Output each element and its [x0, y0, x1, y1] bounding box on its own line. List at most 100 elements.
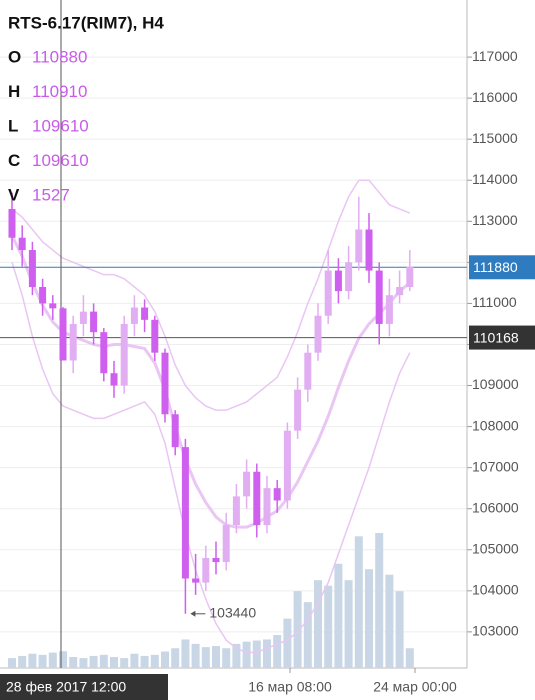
volume-bar	[324, 585, 333, 668]
volume-bar	[181, 639, 190, 668]
annotation-label: 103440	[209, 605, 256, 621]
volume-bar	[344, 580, 353, 668]
volume-bar	[48, 652, 57, 668]
candle-body	[59, 308, 67, 361]
y-tick-label: 103000	[472, 623, 519, 639]
candle-body	[365, 229, 373, 271]
candle-body	[79, 311, 87, 324]
candle-body	[90, 311, 98, 333]
candle-body	[28, 250, 36, 287]
candle-body	[396, 286, 404, 296]
band-middle	[10, 235, 411, 529]
volume-bar	[110, 657, 118, 668]
y-tick-label: 111000	[472, 294, 517, 310]
volume-bar	[395, 591, 404, 668]
candle-body	[355, 229, 363, 263]
legend-key: O	[8, 47, 21, 66]
candle-body	[345, 262, 353, 292]
candle-body	[406, 266, 414, 287]
crosshair-time-label: 28 фев 2017 12:00	[6, 679, 126, 695]
candle-body	[69, 323, 77, 361]
volume-bar	[18, 655, 27, 668]
volume-bar	[365, 569, 373, 668]
y-tick-label: 117000	[472, 48, 518, 64]
volume-bar	[242, 641, 251, 668]
x-tick-label: 16 мар 08:00	[248, 679, 332, 695]
volume-bar	[140, 655, 149, 668]
volume-bar	[385, 574, 394, 668]
candle-body	[202, 557, 210, 583]
y-tick-label: 114000	[472, 171, 518, 187]
legend-key: H	[8, 82, 20, 101]
candle-body	[192, 578, 200, 583]
volume-bar	[293, 591, 302, 668]
candle-body	[222, 525, 230, 563]
candle-body	[171, 414, 179, 448]
y-tick-label: 106000	[472, 499, 519, 515]
candle-body	[181, 447, 189, 579]
candle-body	[263, 488, 271, 526]
volume-bar	[28, 653, 37, 668]
y-tick-label: 115000	[472, 130, 518, 146]
candle-body	[324, 270, 332, 316]
candle-body	[151, 319, 159, 353]
candle-body	[141, 307, 149, 320]
volume-bar	[69, 657, 78, 668]
legend-value: 110910	[32, 82, 87, 101]
y-tick-label: 104000	[472, 582, 519, 598]
chart-title: RTS-6.17(RIM7), H4	[8, 13, 164, 32]
y-tick-label: 109000	[472, 376, 519, 392]
legend-value: 109610	[32, 151, 89, 170]
candle-body	[232, 496, 240, 526]
legend-value: 110880	[32, 47, 87, 66]
candle-body	[18, 237, 26, 251]
volume-bar	[89, 655, 98, 668]
volume-bar	[150, 654, 159, 668]
candle-body	[110, 373, 118, 386]
y-tick-label: 113000	[472, 212, 518, 228]
candle-body	[294, 389, 302, 431]
volume-bar	[273, 635, 282, 668]
volume-bar	[283, 618, 292, 668]
volume-bar	[171, 648, 180, 668]
candle-body	[243, 471, 251, 497]
band-upper	[11, 179, 411, 411]
volume-bar	[252, 640, 261, 668]
band-lower	[11, 262, 411, 654]
candle-body	[8, 208, 16, 238]
candle-body	[212, 557, 220, 563]
volume-bar	[354, 536, 363, 668]
annotation-arrowhead	[190, 610, 196, 617]
volume-bar	[232, 643, 241, 668]
volume-bar	[212, 646, 220, 668]
volume-bar	[191, 643, 200, 668]
crosshair-price-label: 110168	[473, 329, 519, 345]
legend-key: V	[8, 185, 20, 204]
legend-value: 109610	[32, 116, 89, 135]
last-price-box	[469, 255, 535, 280]
legend-value: 1527	[32, 185, 70, 204]
candle-body	[161, 352, 169, 415]
volume-bar	[303, 602, 312, 668]
candle-body	[283, 430, 291, 501]
y-tick-label: 108000	[472, 417, 519, 433]
y-tick-label: 116000	[472, 89, 518, 105]
candle-body	[375, 270, 383, 324]
volume-bar	[38, 654, 47, 668]
volume-bar	[8, 658, 16, 668]
volume-bar	[405, 648, 414, 668]
candle-body	[334, 270, 342, 292]
volume-bar	[99, 654, 108, 668]
candle-body	[49, 303, 57, 309]
volume-bar	[375, 533, 384, 668]
candle-body	[130, 307, 138, 324]
candle-body	[314, 315, 322, 353]
volume-bar	[334, 563, 343, 668]
volume-bar	[120, 658, 129, 668]
volume-bar	[201, 647, 210, 668]
candle-body	[385, 295, 393, 324]
volume-bar	[314, 580, 322, 668]
legend-key: C	[8, 151, 20, 170]
crosshair-time-box	[0, 674, 168, 700]
